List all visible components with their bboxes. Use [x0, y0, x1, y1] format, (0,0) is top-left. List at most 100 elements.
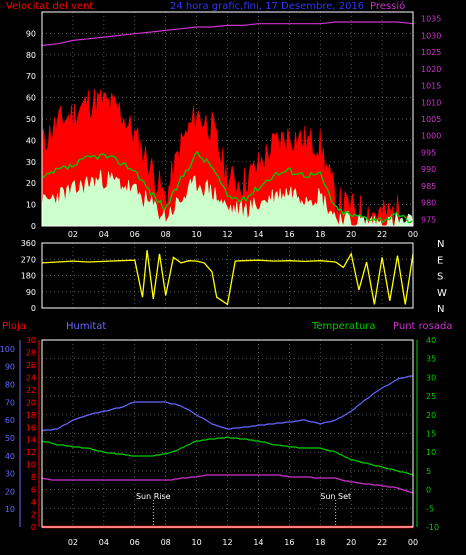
humidity-y-tick: 70	[5, 398, 15, 407]
humidity-y-tick: 100	[0, 345, 15, 354]
humidity-y-tick: 30	[5, 470, 15, 479]
wind-x-tick: 10	[191, 230, 201, 239]
humidity-y-tick: 80	[5, 381, 15, 390]
rain-y-tick: 18	[26, 411, 36, 420]
lower-frame	[41, 339, 414, 528]
pressure-y-tick: 1015	[421, 82, 441, 91]
pressure-y-tick: 1035	[421, 15, 441, 24]
wind-y-tick: 70	[26, 72, 36, 81]
direction-compass-label: N	[437, 304, 444, 315]
pressure-y-tick: 1000	[421, 132, 441, 141]
rain-y-tick: 10	[26, 461, 36, 470]
lower-x-tick: 20	[346, 538, 356, 547]
direction-compass-label: N	[437, 239, 444, 250]
rain-y-tick: 28	[26, 348, 36, 357]
wind-y-tick: 0	[31, 222, 36, 231]
date-title: 24 hora grafic,fini, 17 Desembre, 2016	[170, 1, 365, 12]
wind-x-tick: 06	[130, 230, 140, 239]
lower-x-tick: 08	[161, 538, 171, 547]
rain-y-tick: 6	[31, 486, 36, 495]
direction-y-tick: 360	[21, 239, 36, 248]
lower-x-tick: 22	[377, 538, 387, 547]
rain-y-tick: 8	[31, 473, 36, 482]
temp-y-tick: 0	[426, 486, 431, 495]
humidity-y-tick: 20	[5, 487, 15, 496]
lower-x-tick: 12	[222, 538, 232, 547]
wind-y-tick: 30	[26, 158, 36, 167]
rain-y-tick: 0	[31, 523, 36, 532]
pressure-y-tick: 980	[421, 199, 436, 208]
temp-y-tick: 30	[426, 373, 436, 382]
pressure-y-tick: 1025	[421, 48, 441, 57]
wind-x-tick: 18	[315, 230, 325, 239]
humidity-y-tick: 40	[5, 452, 15, 461]
sunrise-label: Sun Rise	[136, 492, 171, 501]
wind-y-tick: 50	[26, 115, 36, 124]
temp-y-tick: -10	[426, 523, 439, 532]
lower-x-tick: 16	[284, 538, 294, 547]
pressure-title: Pressió	[370, 1, 406, 12]
wind-speed-title: Velocitat del vent	[6, 1, 94, 12]
direction-y-tick: 0	[31, 304, 36, 313]
pressure-y-tick: 1030	[421, 31, 441, 40]
direction-frame	[41, 242, 414, 309]
dewpoint-title: Punt rosada	[393, 321, 453, 332]
rain-y-tick: 26	[26, 361, 36, 370]
wind-y-tick: 90	[26, 29, 36, 38]
lower-x-tick: 18	[315, 538, 325, 547]
humidity-title: Humitat	[66, 321, 107, 332]
lower-x-tick: 06	[130, 538, 140, 547]
temp-y-tick: 35	[426, 355, 436, 364]
pressure-y-tick: 985	[421, 182, 436, 191]
rain-title: Pluja	[2, 321, 27, 332]
rain-y-tick: 22	[26, 386, 36, 395]
lower-x-tick: 00	[408, 538, 418, 547]
wind-x-tick: 14	[253, 230, 263, 239]
lower-x-tick: 04	[99, 538, 109, 547]
rain-y-tick: 16	[26, 423, 36, 432]
rain-y-tick: 4	[31, 498, 36, 507]
lower-x-tick: 02	[68, 538, 78, 547]
direction-y-tick: 270	[21, 255, 36, 264]
rain-y-tick: 2	[31, 511, 36, 520]
rain-y-tick: 14	[26, 436, 36, 445]
temp-y-tick: 40	[426, 336, 436, 345]
temperature-line	[41, 436, 414, 476]
direction-y-tick: 180	[21, 272, 36, 281]
wind-avg-line	[41, 150, 414, 224]
rain-y-tick: 30	[26, 336, 36, 345]
humidity-y-tick: 60	[5, 416, 15, 425]
humidity-line	[41, 375, 413, 432]
temp-y-tick: 10	[426, 448, 436, 457]
lower-x-tick: 10	[191, 538, 201, 547]
rain-y-tick: 12	[26, 448, 36, 457]
temp-y-tick: 15	[426, 430, 436, 439]
dewpoint-line	[41, 474, 414, 494]
pressure-y-tick: 1020	[421, 65, 441, 74]
wind-x-tick: 20	[346, 230, 356, 239]
direction-compass-label: S	[437, 272, 443, 283]
humidity-y-tick: 90	[5, 363, 15, 372]
wind-x-tick: 12	[222, 230, 232, 239]
rain-y-tick: 20	[26, 398, 36, 407]
sunset-label: Sun Set	[320, 492, 351, 501]
wind-y-tick: 40	[26, 136, 36, 145]
pressure-line	[41, 21, 414, 46]
wind-x-tick: 00	[408, 230, 418, 239]
wind-y-tick: 10	[26, 201, 36, 210]
pressure-y-tick: 1005	[421, 115, 441, 124]
direction-y-tick: 90	[26, 288, 36, 297]
wind-x-tick: 22	[377, 230, 387, 239]
wind-x-tick: 04	[99, 230, 109, 239]
pressure-y-tick: 1010	[421, 98, 441, 107]
wind-frame	[41, 11, 414, 227]
temp-y-tick: 5	[426, 467, 431, 476]
direction-compass-label: E	[437, 255, 443, 266]
temp-y-tick: -5	[426, 504, 434, 513]
wind-y-tick: 20	[26, 179, 36, 188]
pressure-y-tick: 975	[421, 215, 436, 224]
humidity-y-tick: 10	[5, 505, 15, 514]
rain-y-tick: 24	[26, 373, 36, 382]
